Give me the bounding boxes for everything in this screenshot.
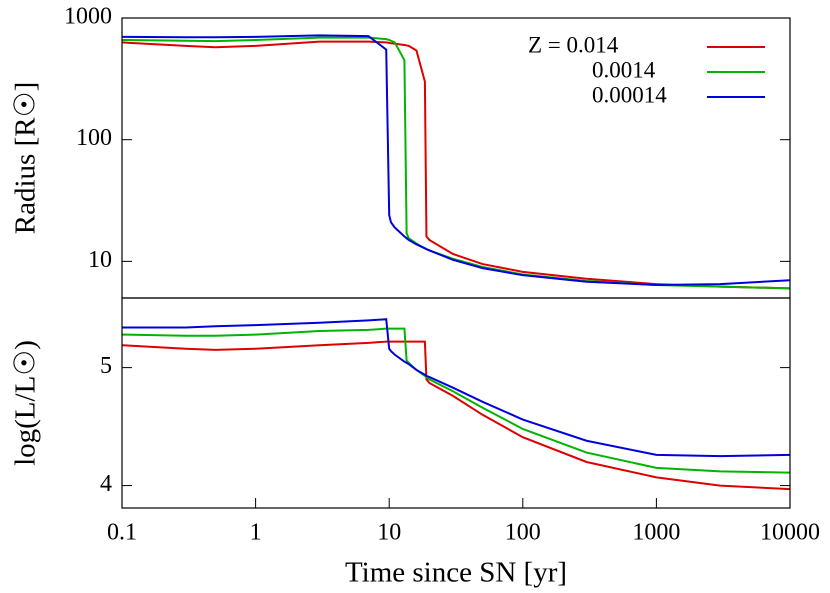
series-line xyxy=(122,318,791,458)
y-axis-label: Radius [R☉] xyxy=(10,82,42,234)
y-tick-label: 4 xyxy=(100,471,112,497)
x-tick-label: 10 xyxy=(377,520,401,546)
series-line xyxy=(121,327,791,474)
y-tick-label: 1000 xyxy=(64,4,112,30)
x-tick-label: 100 xyxy=(505,520,541,546)
legend-label: 0.0014 xyxy=(592,57,656,82)
x-tick-label: 1 xyxy=(250,520,262,546)
series-line xyxy=(121,34,791,286)
series-line xyxy=(121,40,791,290)
y-tick-label: 100 xyxy=(76,125,112,151)
x-axis-label: Time since SN [yr] xyxy=(345,557,567,589)
y-axis-label: log(L/L☉) xyxy=(10,340,42,466)
series-line xyxy=(121,36,791,290)
y-tick-label: 10 xyxy=(88,247,112,273)
y-tick-label: 5 xyxy=(100,353,112,379)
x-tick-label: 10000 xyxy=(760,520,820,546)
series-line xyxy=(121,340,791,491)
x-tick-label: 0.1 xyxy=(107,520,137,546)
x-tick-label: 1000 xyxy=(632,520,680,546)
plot-frame xyxy=(121,297,791,509)
legend-label: Z = 0.014 xyxy=(528,32,619,57)
legend-label: 0.00014 xyxy=(592,82,667,107)
